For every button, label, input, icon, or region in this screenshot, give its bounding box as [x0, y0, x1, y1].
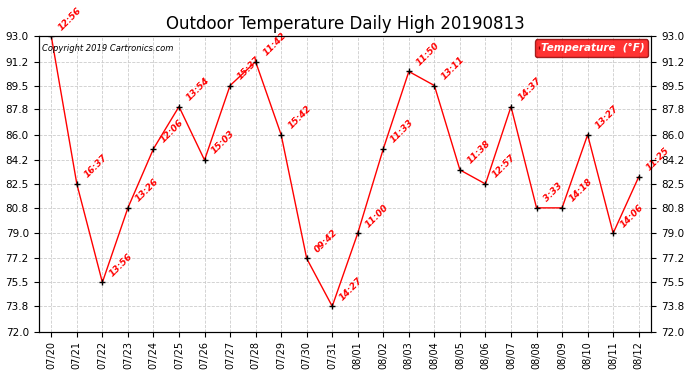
Text: 11:38: 11:38	[466, 139, 492, 166]
Text: 14:37: 14:37	[517, 76, 543, 102]
Text: 12:56: 12:56	[57, 6, 83, 32]
Text: 13:27: 13:27	[593, 104, 620, 130]
Text: 14:06: 14:06	[619, 202, 645, 229]
Text: 12:06: 12:06	[159, 118, 186, 145]
Legend: Temperature  (°F): Temperature (°F)	[535, 39, 649, 57]
Text: 09:42: 09:42	[313, 228, 339, 254]
Text: 11:50: 11:50	[415, 41, 441, 67]
Text: 15:03: 15:03	[210, 129, 237, 156]
Text: 3:33: 3:33	[542, 182, 564, 204]
Text: 13:26: 13:26	[133, 177, 160, 204]
Text: 15:42: 15:42	[287, 104, 313, 130]
Title: Outdoor Temperature Daily High 20190813: Outdoor Temperature Daily High 20190813	[166, 15, 524, 33]
Text: 12:57: 12:57	[491, 153, 518, 180]
Text: Copyright 2019 Cartronics.com: Copyright 2019 Cartronics.com	[41, 44, 173, 53]
Text: 11:25: 11:25	[644, 146, 671, 173]
Text: 11:00: 11:00	[364, 202, 390, 229]
Text: 11:42: 11:42	[262, 31, 288, 57]
Text: 16:37: 16:37	[82, 153, 109, 180]
Text: 13:11: 13:11	[440, 55, 466, 81]
Text: 15:37: 15:37	[235, 55, 262, 81]
Text: 14:27: 14:27	[338, 276, 364, 302]
Text: 14:18: 14:18	[568, 177, 594, 204]
Text: 11:33: 11:33	[389, 118, 415, 145]
Text: 13:54: 13:54	[184, 76, 211, 102]
Text: 13:56: 13:56	[108, 252, 135, 278]
